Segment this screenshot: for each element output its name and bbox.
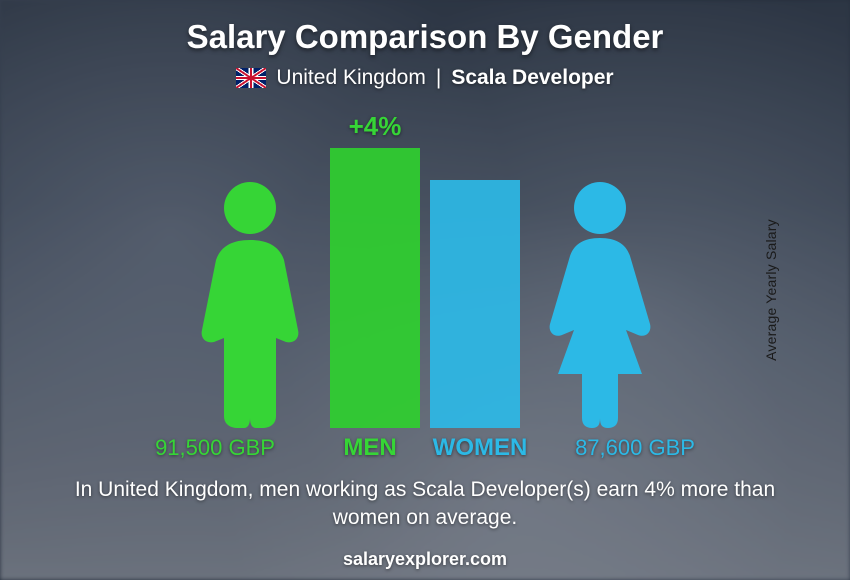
summary-text: In United Kingdom, men working as Scala …	[45, 476, 805, 533]
men-label: MEN	[320, 434, 420, 462]
female-person-icon	[530, 178, 670, 428]
men-salary-value: 91,500 GBP	[120, 435, 310, 461]
percent-diff-label: +4%	[349, 111, 402, 142]
country-label: United Kingdom	[276, 66, 425, 90]
women-label: WOMEN	[430, 434, 530, 462]
men-figure-col	[180, 98, 320, 428]
page-title: Salary Comparison By Gender	[187, 18, 664, 56]
comparison-chart: +4%	[65, 98, 785, 428]
women-bar-col	[430, 98, 520, 428]
men-bar	[330, 148, 420, 428]
men-bar-col: +4%	[330, 98, 420, 428]
subtitle-row: United Kingdom | Scala Developer	[236, 66, 613, 90]
job-title-label: Scala Developer	[451, 66, 613, 90]
uk-flag-icon	[236, 68, 266, 88]
source-footer: salaryexplorer.com	[343, 549, 507, 570]
infographic-content: Salary Comparison By Gender United Kingd…	[0, 0, 850, 580]
y-axis-label: Average Yearly Salary	[763, 219, 779, 361]
women-figure-col	[530, 98, 670, 428]
separator: |	[436, 66, 441, 90]
labels-row: 91,500 GBP MEN WOMEN 87,600 GBP	[65, 434, 785, 462]
women-salary-value: 87,600 GBP	[540, 435, 730, 461]
women-bar	[430, 180, 520, 428]
male-person-icon	[180, 178, 320, 428]
